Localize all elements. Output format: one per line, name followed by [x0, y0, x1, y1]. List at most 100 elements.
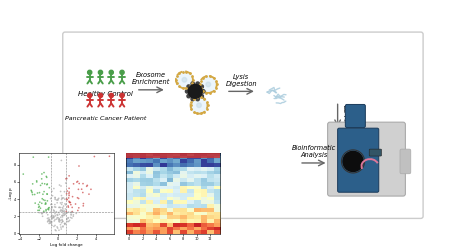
Point [70, 182, 77, 186]
Point [51, 195, 59, 199]
Point [19, 172, 27, 176]
Point [50, 208, 57, 212]
Point [70, 213, 77, 217]
Text: Healthy Control: Healthy Control [78, 91, 133, 97]
Point [55, 217, 63, 221]
Point [58, 221, 65, 225]
Point [38, 172, 46, 176]
Point [58, 197, 65, 201]
Point [58, 202, 65, 206]
Point [75, 196, 82, 200]
Point [33, 180, 41, 184]
Point [55, 205, 63, 209]
Point [63, 177, 71, 181]
Point [61, 221, 68, 225]
Point [49, 214, 57, 218]
Point [75, 206, 82, 210]
Point [40, 171, 48, 175]
Point [42, 208, 50, 212]
FancyBboxPatch shape [369, 149, 382, 156]
Point [41, 182, 48, 186]
Point [55, 219, 63, 223]
Point [85, 192, 93, 196]
Point [68, 210, 76, 214]
Point [46, 220, 54, 224]
Point [55, 212, 63, 216]
Point [46, 219, 54, 223]
Point [53, 217, 60, 221]
Point [45, 219, 52, 223]
Y-axis label: -Log p: -Log p [9, 187, 12, 200]
FancyBboxPatch shape [400, 149, 411, 174]
Point [65, 186, 73, 190]
Point [46, 218, 53, 222]
Point [61, 197, 69, 201]
Point [58, 196, 66, 200]
Point [51, 203, 59, 207]
Circle shape [187, 94, 191, 98]
Point [48, 202, 55, 206]
Point [58, 217, 66, 221]
Point [64, 198, 71, 202]
Point [61, 222, 69, 226]
Point [35, 202, 42, 206]
Point [87, 187, 95, 191]
Point [57, 215, 64, 219]
Point [55, 206, 63, 210]
Point [48, 207, 55, 211]
Circle shape [200, 94, 203, 98]
Point [56, 209, 64, 213]
Circle shape [99, 70, 102, 74]
Circle shape [200, 85, 203, 88]
Point [51, 205, 58, 209]
Point [51, 196, 59, 200]
Point [55, 216, 62, 220]
Point [58, 218, 66, 222]
Point [43, 192, 51, 196]
Point [58, 201, 66, 205]
Point [60, 212, 67, 216]
Point [54, 226, 62, 230]
Point [67, 203, 74, 207]
Point [65, 190, 73, 194]
Point [40, 198, 47, 202]
Point [43, 211, 50, 215]
Point [78, 187, 85, 191]
Point [54, 213, 61, 217]
Point [38, 177, 46, 181]
Point [41, 202, 49, 206]
Point [50, 186, 58, 190]
Point [33, 179, 40, 183]
Circle shape [109, 93, 113, 97]
Point [57, 208, 65, 212]
Point [50, 214, 58, 218]
Point [51, 223, 59, 227]
Point [60, 209, 67, 213]
Text: Exosome
Enrichment: Exosome Enrichment [132, 72, 171, 85]
Point [57, 209, 65, 213]
Point [65, 193, 73, 197]
Point [53, 210, 60, 214]
Point [54, 225, 61, 229]
Point [35, 205, 43, 209]
Point [50, 210, 58, 214]
Point [44, 207, 52, 211]
Point [63, 197, 70, 201]
Point [42, 201, 49, 205]
Point [39, 211, 46, 215]
Point [50, 216, 57, 220]
Circle shape [182, 77, 187, 82]
Point [56, 218, 64, 222]
Point [46, 206, 53, 210]
Point [54, 197, 62, 201]
Point [41, 198, 49, 202]
Point [65, 219, 73, 223]
Point [47, 215, 55, 219]
Point [50, 209, 58, 213]
Point [83, 184, 91, 187]
Point [38, 212, 46, 216]
Point [36, 200, 44, 204]
Point [59, 207, 67, 211]
Point [57, 227, 65, 231]
Point [45, 206, 52, 210]
